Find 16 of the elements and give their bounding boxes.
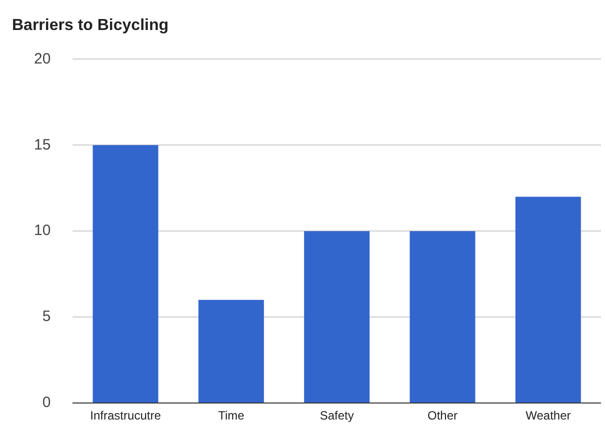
chart-title: Barriers to Bicycling (12, 17, 168, 34)
y-tick-label: 15 (34, 136, 51, 154)
y-tick-label: 10 (34, 222, 51, 240)
bar (304, 231, 370, 402)
x-tick-label: Weather (526, 408, 571, 423)
y-tick-label: 20 (34, 50, 51, 68)
bar (92, 145, 158, 402)
x-tick-label: Other (428, 408, 458, 423)
bar (410, 231, 476, 402)
y-tick-label: 5 (42, 308, 51, 326)
x-tick-label: Infrastrucutre (90, 408, 162, 423)
x-tick-label: Time (218, 408, 245, 423)
bar (515, 196, 581, 402)
y-tick-label: 0 (42, 394, 51, 412)
x-tick-label: Safety (320, 408, 354, 423)
bar (198, 300, 264, 402)
